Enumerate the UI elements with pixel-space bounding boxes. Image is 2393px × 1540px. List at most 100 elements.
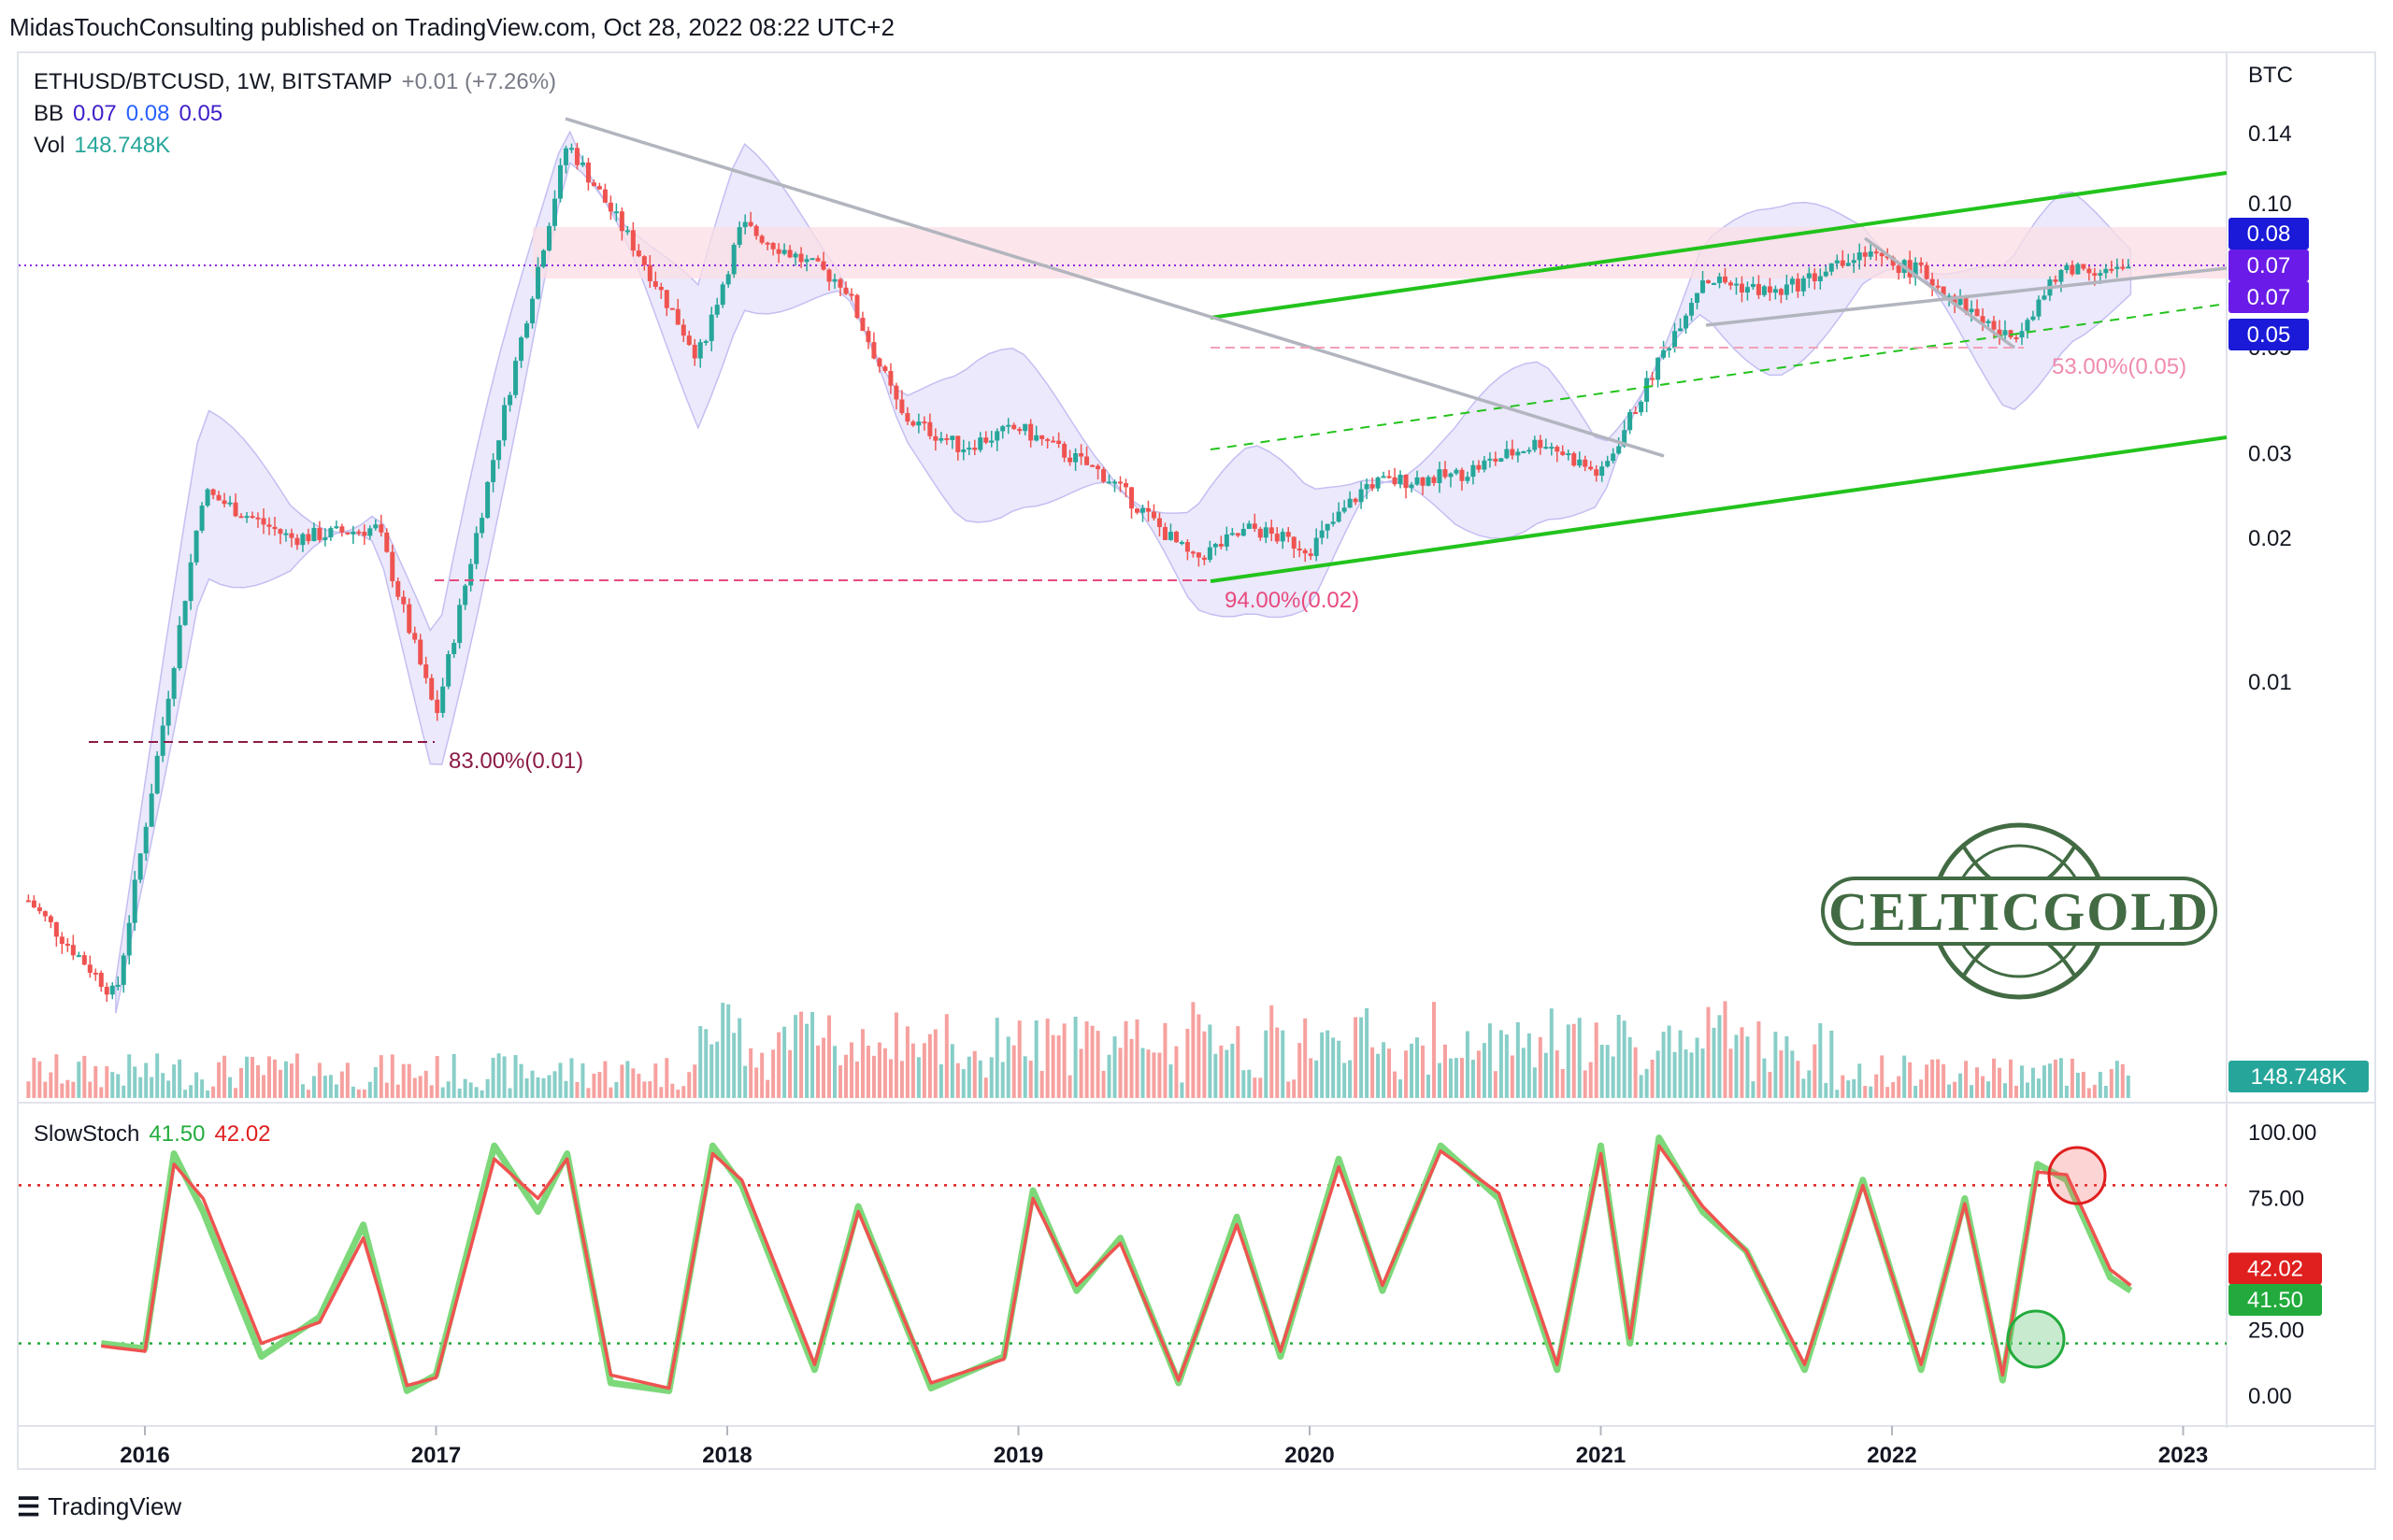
- volume-tag: 148.748K: [2251, 1064, 2347, 1090]
- volume-bar-11: [88, 1081, 93, 1098]
- candle-body-185: [1062, 444, 1068, 458]
- volume-bar-26: [172, 1064, 177, 1098]
- volume-bar-154: [888, 1059, 893, 1098]
- legend-stoch-label[interactable]: SlowStoch: [34, 1121, 140, 1147]
- legend-vol-label[interactable]: Vol: [34, 133, 65, 158]
- candle-body-174: [1000, 426, 1006, 432]
- candle-body-313: [1778, 289, 1784, 295]
- candle-body-222: [1268, 527, 1274, 535]
- candle-body-257: [1465, 477, 1470, 481]
- volume-bar-243: [1387, 1048, 1392, 1098]
- volume-bar-241: [1376, 1053, 1381, 1098]
- candle-body-171: [983, 437, 989, 443]
- volume-bar-341: [1936, 1059, 1941, 1098]
- candle-body-108: [630, 230, 636, 251]
- volume-bar-141: [816, 1045, 821, 1098]
- price-tick-1: 0.10: [2248, 192, 2292, 217]
- candle-body-331: [1879, 252, 1884, 257]
- volume-bar-235: [1342, 1062, 1347, 1098]
- candle-body-45: [278, 529, 283, 535]
- volume-bar-149: [860, 1029, 865, 1098]
- volume-bar-303: [1723, 1001, 1727, 1098]
- candle-body-372: [2109, 268, 2114, 271]
- volume-bar-35: [222, 1055, 227, 1098]
- volume-bar-57: [345, 1062, 350, 1098]
- volume-bar-175: [1006, 1036, 1010, 1098]
- volume-bar-185: [1062, 1023, 1067, 1098]
- candle-body-16: [115, 984, 121, 987]
- candle-body-142: [821, 261, 826, 270]
- candle-body-93: [547, 225, 552, 251]
- candle-body-349: [1980, 316, 1985, 323]
- volume-bar-205: [1174, 1046, 1179, 1098]
- price-tag-bg-1: [2228, 250, 2309, 281]
- candle-body-246: [1403, 475, 1409, 489]
- candle-body-88: [519, 337, 524, 362]
- volume-bar-134: [777, 1032, 781, 1098]
- candle-body-65: [390, 551, 395, 581]
- volume-bar-372: [2109, 1069, 2114, 1098]
- volume-bar-80: [474, 1087, 479, 1098]
- candle-body-218: [1246, 523, 1252, 529]
- candle-body-369: [2092, 273, 2098, 276]
- tradingview-logo-icon[interactable]: ☰: [17, 1492, 41, 1521]
- watermark-band: [1821, 877, 2217, 946]
- candle-body-287: [1633, 412, 1639, 415]
- candle-body-254: [1448, 473, 1454, 478]
- volume-bar-366: [2075, 1073, 2080, 1098]
- volume-bar-202: [1157, 1052, 1162, 1098]
- volume-bar-92: [541, 1077, 546, 1098]
- volume-bar-44: [272, 1059, 277, 1098]
- volume-bar-266: [1515, 1021, 1520, 1098]
- volume-bar-158: [910, 1043, 915, 1098]
- candle-body-1: [31, 900, 36, 908]
- volume-bar-132: [766, 1079, 770, 1098]
- candle-body-100: [585, 162, 591, 183]
- volume-bar-260: [1482, 1043, 1486, 1098]
- candle-body-96: [563, 148, 568, 165]
- stoch-axis[interactable]: 100.00 75.00 25.00 0.00 42.02 41.50: [2228, 1120, 2322, 1409]
- volume-bar-177: [1017, 1020, 1022, 1098]
- volume-bar-283: [1611, 1056, 1615, 1098]
- candle-body-12: [93, 972, 98, 975]
- volume-bar-65: [390, 1054, 394, 1098]
- price-axis[interactable]: BTC 0.14 0.10 0.05 0.03 0.02 0.01: [2248, 63, 2293, 695]
- bollinger-band-layer: [115, 130, 2132, 1014]
- candle-body-148: [854, 294, 860, 319]
- volume-bar-68: [407, 1063, 411, 1098]
- time-axis[interactable]: 2016 2017 2018 2019 2020 2021 2022 2023: [120, 1426, 2208, 1468]
- candle-body-302: [1716, 276, 1722, 283]
- candle-body-104: [608, 202, 613, 212]
- volume-bar-246: [1404, 1050, 1409, 1098]
- volume-bar-106: [620, 1064, 624, 1098]
- legend-bb-label[interactable]: BB: [34, 101, 64, 126]
- candle-body-272: [1549, 447, 1555, 449]
- candle-body-17: [121, 955, 126, 985]
- volume-bar-316: [1796, 1061, 1800, 1098]
- stoch-pane: [19, 1134, 2227, 1394]
- candle-body-202: [1156, 518, 1162, 527]
- volume-bar-208: [1191, 1002, 1196, 1098]
- legend-symbol[interactable]: ETHUSD/BTCUSD, 1W, BITSTAMP: [34, 69, 393, 94]
- volume-bar-28: [183, 1090, 188, 1098]
- volume-bar-147: [849, 1042, 853, 1098]
- candle-body-356: [2019, 331, 2025, 338]
- volume-bar-247: [1410, 1043, 1414, 1098]
- footer-brand[interactable]: TradingView: [48, 1492, 182, 1520]
- candle-body-316: [1795, 278, 1800, 292]
- price-tag-2: 0.07: [2247, 285, 2291, 310]
- candle-body-34: [216, 494, 222, 501]
- candle-body-274: [1560, 451, 1566, 455]
- volume-bar-295: [1678, 1030, 1683, 1098]
- volume-bar-165: [950, 1044, 954, 1098]
- retrace-label-0: 83.00%(0.01): [449, 749, 583, 774]
- candle-body-2: [36, 907, 42, 912]
- volume-bar-294: [1672, 1051, 1677, 1098]
- volume-bar-112: [653, 1063, 658, 1098]
- candle-body-56: [339, 526, 345, 533]
- candle-body-135: [781, 250, 787, 254]
- volume-bar-98: [575, 1082, 580, 1098]
- candle-body-54: [328, 528, 334, 538]
- candle-body-149: [860, 318, 866, 332]
